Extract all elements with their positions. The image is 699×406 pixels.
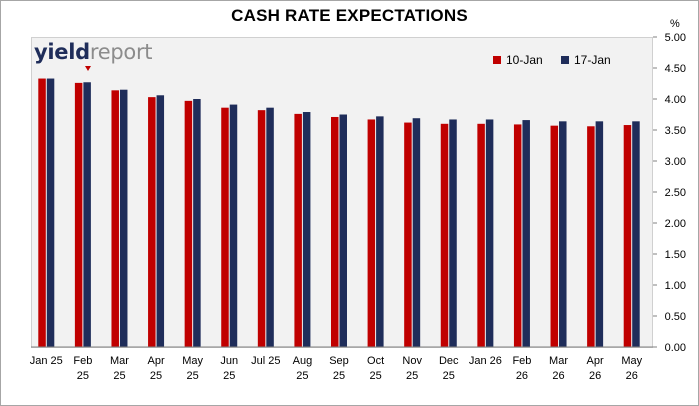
x-tick-label: Nov [402, 355, 422, 367]
bar-series-1 [440, 123, 449, 347]
bar-series-1 [623, 125, 632, 347]
legend-label-series-1: 10-Jan [506, 53, 543, 67]
x-tick-label: 25 [223, 370, 235, 382]
bar-series-2 [412, 118, 421, 347]
bar-series-2 [449, 119, 457, 348]
x-tick-label: 25 [333, 370, 345, 382]
bar-series-1 [367, 119, 376, 348]
bar-series-1 [331, 116, 339, 347]
x-tick-label: 26 [516, 370, 528, 382]
x-tick-label: Feb [512, 355, 531, 367]
bar-series-2 [339, 114, 347, 347]
bar-series-1 [111, 90, 119, 347]
x-tick-label: Mar [549, 355, 568, 367]
y-tick-label: 4.00 [665, 94, 686, 106]
x-tick-label: May [182, 355, 203, 367]
x-tick-label: 25 [113, 370, 125, 382]
y-tick-label: 0.00 [665, 342, 686, 354]
bar-series-1 [148, 97, 156, 347]
bar-series-1 [550, 125, 559, 347]
bar-series-2 [522, 120, 530, 347]
bar-series-1 [477, 123, 485, 347]
bar-series-2 [376, 116, 384, 347]
x-tick-label: 25 [443, 370, 455, 382]
x-tick-label: 25 [150, 370, 162, 382]
x-tick-label: Jan 26 [469, 355, 502, 367]
y-tick-label: 3.50 [665, 125, 686, 137]
bar-series-2 [193, 99, 201, 347]
bar-series-2 [83, 82, 91, 347]
bar-series-2 [119, 89, 128, 347]
x-tick-label: Aug [293, 355, 313, 367]
bar-series-2 [595, 121, 604, 347]
x-tick-label: 25 [77, 370, 89, 382]
logo-text-yield: yield [34, 40, 90, 64]
logo-text-report: report [89, 40, 153, 64]
logo-marker-icon [85, 66, 91, 71]
chart-title: CASH RATE EXPECTATIONS [231, 6, 468, 25]
bar-series-1 [513, 124, 522, 347]
x-tick-label: Feb [73, 355, 92, 367]
bar-series-2 [266, 107, 274, 348]
bar-series-1 [257, 110, 266, 347]
x-tick-label: Apr [147, 355, 164, 367]
legend-swatch-series-1 [493, 56, 501, 64]
bar-series-1 [184, 100, 193, 347]
x-tick-label: 25 [369, 370, 381, 382]
bar-series-2 [229, 104, 238, 347]
legend-item-series-2: 17-Jan [561, 53, 611, 67]
bar-series-1 [74, 82, 83, 347]
y-tick-label: 3.00 [665, 156, 686, 168]
y-tick-label: 5.00 [665, 32, 686, 44]
bar-series-2 [302, 112, 311, 348]
bar-series-2 [632, 121, 640, 347]
x-tick-label: 26 [589, 370, 601, 382]
legend-item-series-1: 10-Jan [493, 53, 543, 67]
bar-series-1 [587, 126, 595, 347]
bar-series-2 [559, 121, 567, 347]
x-tick-label: Apr [587, 355, 604, 367]
y-tick-label: 2.00 [665, 218, 686, 230]
y-tick-label: 1.50 [665, 249, 686, 261]
x-tick-label: 25 [296, 370, 308, 382]
yieldreport-logo: yieldreport [34, 40, 153, 64]
y-axis-unit: % [670, 18, 680, 30]
x-tick-label: 25 [187, 370, 199, 382]
x-tick-label: Oct [367, 355, 384, 367]
bar-series-1 [38, 78, 46, 347]
x-tick-label: 26 [552, 370, 564, 382]
bar-series-2 [46, 78, 55, 347]
bar-series-1 [404, 122, 412, 347]
x-tick-label: Jun [220, 355, 238, 367]
x-tick-label: Mar [110, 355, 129, 367]
legend-swatch-series-2 [561, 56, 569, 64]
bar-series-2 [156, 95, 165, 347]
x-tick-label: Jan 25 [30, 355, 63, 367]
x-tick-label: Sep [329, 355, 349, 367]
bar-series-1 [221, 107, 229, 348]
bar-series-2 [485, 119, 494, 348]
x-tick-label: Dec [439, 355, 459, 367]
y-tick-label: 1.00 [665, 280, 686, 292]
y-tick-label: 0.50 [665, 311, 686, 323]
x-tick-label: 25 [406, 370, 418, 382]
legend-label-series-2: 17-Jan [574, 53, 611, 67]
y-tick-label: 4.50 [665, 63, 686, 75]
bar-series-1 [294, 113, 302, 347]
y-tick-label: 2.50 [665, 187, 686, 199]
x-tick-label: May [621, 355, 642, 367]
x-tick-label: Jul 25 [251, 355, 280, 367]
x-tick-label: 26 [626, 370, 638, 382]
